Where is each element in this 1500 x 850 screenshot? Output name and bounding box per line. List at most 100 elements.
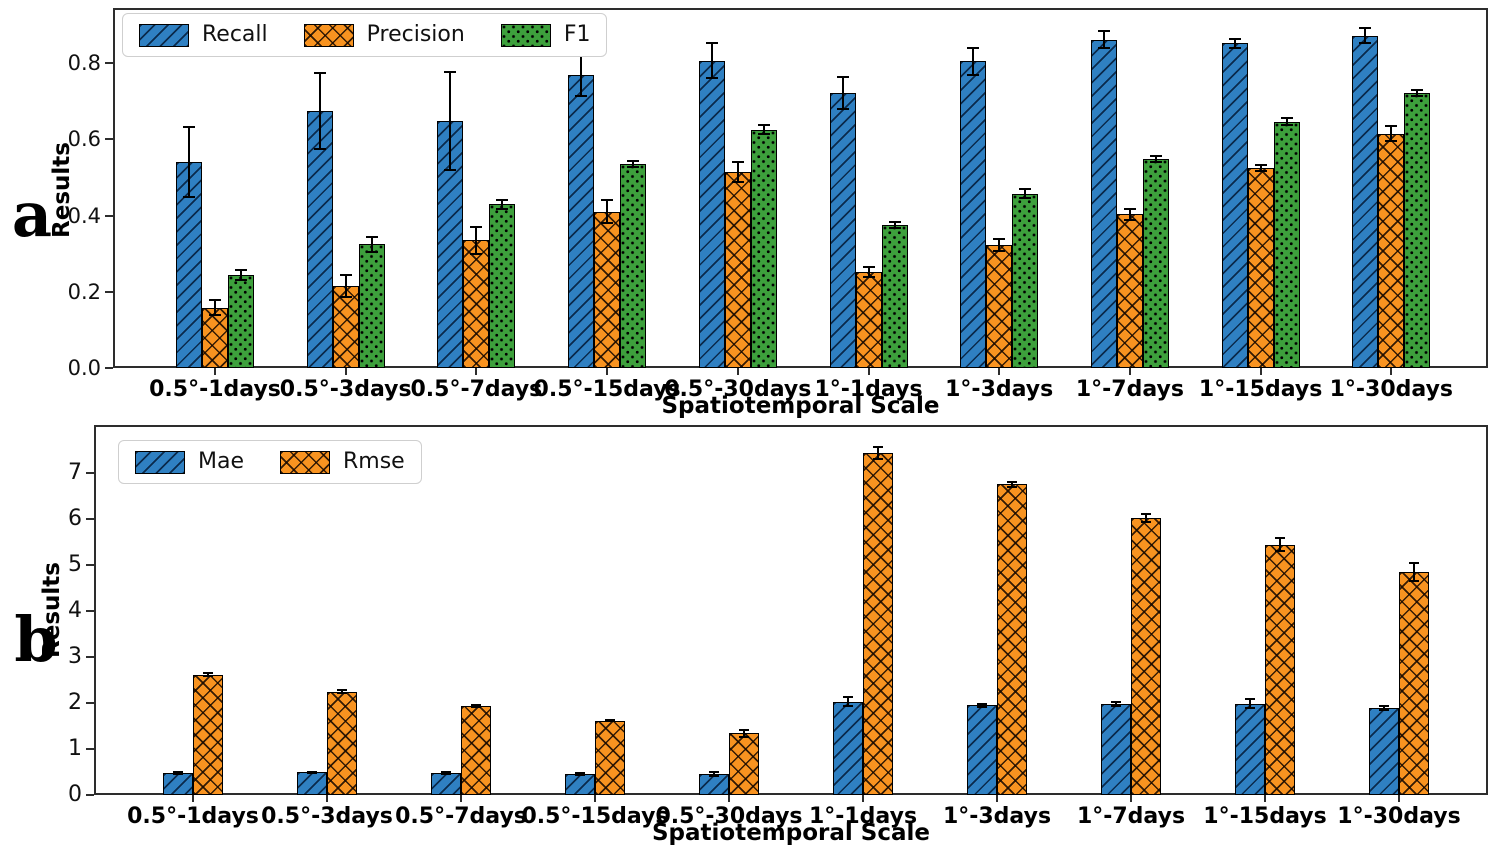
error-bar-cap — [888, 227, 901, 230]
error-bar-line — [1249, 699, 1251, 708]
y-tick — [86, 472, 94, 475]
error-bar-cap — [1254, 170, 1267, 173]
error-bar-cap — [1254, 163, 1267, 166]
recall-bar — [829, 92, 856, 368]
x-tick — [998, 368, 1001, 375]
f1-bar — [881, 225, 908, 368]
error-bar-line — [713, 772, 715, 777]
error-bar-cap — [627, 166, 640, 169]
y-tick — [105, 367, 113, 369]
legend-label-precision: Precision — [366, 22, 465, 47]
recall-bar — [1352, 35, 1379, 368]
x-tick — [1130, 795, 1132, 802]
x-tick — [594, 795, 596, 802]
error-bar-cap — [1385, 125, 1398, 128]
error-bar-line — [893, 222, 896, 229]
error-bar-cap — [1019, 197, 1032, 200]
x-tick-label: 1°-1days — [808, 804, 918, 829]
precision-bar — [463, 240, 490, 368]
f1-bar — [228, 275, 254, 368]
error-bar-cap — [862, 275, 875, 278]
error-bar-cap — [183, 126, 195, 129]
error-bar-cap — [862, 266, 875, 269]
rmse-bar — [863, 452, 893, 795]
precision-bar — [855, 272, 882, 368]
error-bar-cap — [888, 221, 901, 224]
panel-b-legend: Mae Rmse — [118, 440, 422, 484]
x-tick-label: 1°-7days — [1075, 377, 1184, 402]
rmse-bar — [1399, 572, 1429, 795]
mae-bar — [565, 773, 595, 795]
error-bar-line — [606, 200, 609, 224]
y-tick — [86, 610, 94, 613]
precision-bar — [202, 307, 228, 368]
error-bar-cap — [1359, 42, 1372, 45]
error-bar-line — [1383, 705, 1385, 711]
x-tick-label: 1°-1days — [814, 377, 923, 402]
error-bar-cap — [441, 771, 451, 774]
error-bar-cap — [627, 160, 640, 163]
error-bar-line — [743, 729, 745, 738]
error-bar-line — [972, 48, 975, 75]
x-tick-label: 1°-15days — [1198, 377, 1323, 402]
x-tick-label: 0.5°-1days — [149, 377, 281, 402]
f1-bar — [620, 164, 647, 368]
y-tick-label: 2 — [68, 690, 82, 716]
error-bar-line — [1413, 562, 1415, 582]
y-tick — [86, 564, 94, 567]
error-bar-cap — [739, 736, 749, 739]
error-bar-cap — [1141, 512, 1151, 515]
error-bar-line — [710, 43, 713, 79]
error-bar-cap — [173, 771, 183, 774]
precision-bar — [1116, 214, 1143, 368]
error-bar-cap — [1275, 549, 1285, 552]
error-bar-cap — [575, 94, 588, 97]
error-bar-cap — [173, 773, 183, 776]
y-tick-label: 3 — [68, 644, 82, 670]
error-bar-line — [1154, 156, 1157, 163]
mae-bar — [1369, 708, 1399, 795]
x-tick-label: 1°-7days — [1076, 804, 1186, 829]
error-bar-line — [632, 161, 635, 168]
precision-bar — [594, 211, 621, 368]
error-bar-cap — [843, 705, 853, 708]
error-bar-cap — [470, 226, 483, 229]
x-tick — [1398, 795, 1400, 802]
x-tick — [1390, 368, 1393, 375]
x-tick-label: 1°-3days — [945, 377, 1054, 402]
error-bar-cap — [993, 238, 1006, 241]
error-bar-cap — [601, 199, 614, 202]
error-bar-cap — [977, 705, 987, 708]
error-bar-cap — [471, 704, 481, 707]
y-tick — [86, 794, 94, 796]
legend-label-rmse: Rmse — [343, 449, 405, 474]
f1-bar — [1273, 121, 1300, 368]
y-tick — [86, 656, 94, 659]
error-bar-line — [188, 127, 190, 198]
x-tick-label: 1°-15days — [1203, 804, 1327, 829]
error-bar-line — [370, 236, 373, 252]
error-bar-line — [1128, 208, 1131, 221]
error-bar-cap — [731, 160, 744, 163]
error-bar-line — [847, 697, 849, 707]
error-bar-cap — [1097, 47, 1110, 49]
error-bar-cap — [1245, 706, 1255, 709]
recall-bar — [960, 61, 987, 368]
error-bar-cap — [203, 674, 213, 677]
error-bar-cap — [235, 269, 247, 272]
error-bar-cap — [601, 222, 614, 225]
error-bar-cap — [709, 771, 719, 774]
x-tick — [192, 795, 194, 802]
error-bar-cap — [1411, 89, 1424, 92]
error-bar-cap — [337, 691, 347, 694]
x-tick — [1259, 368, 1262, 375]
error-bar-line — [341, 690, 343, 693]
mae-bar — [833, 701, 863, 795]
error-bar-line — [207, 673, 209, 676]
y-tick — [105, 62, 113, 65]
legend-item-mae: Mae — [135, 449, 244, 475]
error-bar-line — [736, 161, 739, 183]
precision-bar — [332, 286, 359, 368]
error-bar-cap — [1228, 37, 1241, 40]
